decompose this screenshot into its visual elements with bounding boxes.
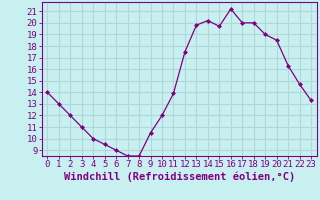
X-axis label: Windchill (Refroidissement éolien,°C): Windchill (Refroidissement éolien,°C) [64, 172, 295, 182]
